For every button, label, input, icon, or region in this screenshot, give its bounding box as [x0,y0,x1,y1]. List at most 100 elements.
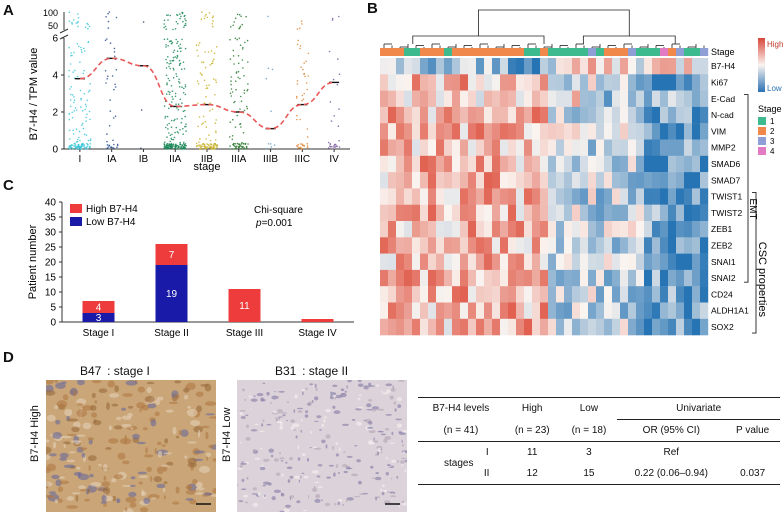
data-point-IIA [179,13,181,15]
heat-cell [668,188,677,205]
heat-cell [676,286,685,303]
heat-cell [396,204,405,222]
heat-cell [644,106,653,124]
data-point-I [87,27,89,30]
ihc-texture-blob [323,419,326,423]
heat-cell [604,237,613,254]
heat-cell [572,188,581,205]
ihc-texture-blob [244,501,249,504]
ihc-texture-blob [241,478,245,483]
td-row1-high: I 11 [486,442,561,464]
data-point-IIIA [229,145,231,147]
data-point-IA [113,51,116,53]
stage-cell [668,48,677,56]
ihc-texture-blob [391,431,394,436]
ihc-texture-blob [380,451,383,454]
ihc-texture-blob [386,466,392,468]
td-n-high: (n = 23) [503,419,561,442]
ihc-texture-blob [94,400,98,404]
heat-cell [436,58,445,75]
ihc-texture-blob [210,494,216,497]
heat-cell [476,302,485,319]
ihc-texture-blob [369,428,373,431]
heat-cell [684,204,693,222]
data-point-I [84,26,87,29]
data-point-IIA [180,121,183,124]
data-point-IA [114,55,116,58]
heat-cell [388,221,397,238]
heat-cell [460,58,469,75]
heat-cell [444,123,453,140]
heat-cell [516,302,525,319]
data-point-IIB [213,78,215,80]
x-tick-label: Stage III [226,328,263,339]
heat-cell [572,204,581,222]
ihc-texture-blob [303,476,309,479]
data-point-I [68,20,71,23]
data-point-IIIC [302,68,304,71]
ihc-texture-blob [368,399,373,402]
th-high: High [503,397,561,420]
data-point-IIA [170,126,173,128]
heat-cell [524,318,533,336]
ihc-texture-blob [389,442,395,444]
ihc-texture-blob [132,433,140,440]
heat-cell [412,106,421,124]
data-point-IA [114,86,117,88]
data-point-IIB [202,142,204,145]
heat-cell [580,139,589,156]
heat-cell [620,269,629,287]
heat-cell [620,253,629,271]
heat-cell [676,253,685,271]
heat-cell [580,123,589,140]
heat-cell [420,188,429,205]
data-point-I [75,109,78,111]
ihc-texture-blob [314,498,321,503]
ihc-texture-blob [154,447,157,455]
heat-cell [444,204,453,222]
data-point-I [71,111,73,114]
heat-cell [636,106,645,124]
ihc-texture-blob [164,438,169,444]
ihc-texture-blob [298,479,301,483]
ihc-texture-blob [66,505,79,509]
heat-cell [628,204,637,222]
ihc-texture-blob [377,430,383,433]
heat-cell [460,237,469,254]
data-point-IIIA [243,147,245,149]
heat-cell [668,302,677,319]
data-point-IIB [195,44,198,46]
heat-cell [564,269,573,287]
heat-cell [500,172,509,189]
data-point-I [74,69,76,72]
heat-cell [612,123,621,140]
heat-cell [404,286,413,303]
ihc-texture-blob [66,418,79,422]
data-point-IIIA [242,46,244,49]
heat-cell [516,139,525,156]
heat-cell [596,253,605,271]
data-point-IA [112,147,114,149]
stage-cell [636,48,645,56]
data-point-IIB [211,23,214,25]
heat-cell [428,90,437,108]
heat-cell [636,155,645,173]
data-point-IIA [165,58,167,61]
data-point-I [81,142,84,145]
ihc-texture-blob [98,388,108,393]
heat-cell [500,237,509,254]
heat-cell [636,58,645,75]
emt-group-label: EMT [747,198,758,219]
data-point-IIIC [300,148,303,150]
image1-side-label: B7-H4 High [29,405,41,462]
heat-cell [604,286,613,303]
csc-group-label: CSC properties [756,242,768,318]
heat-cell [540,172,549,189]
ihc-texture-blob [46,454,51,461]
data-point-IIA [184,47,187,50]
heat-cell [396,221,405,238]
heat-cell [628,106,637,124]
ihc-texture-blob [296,407,304,410]
data-point-IIIC [298,147,301,149]
